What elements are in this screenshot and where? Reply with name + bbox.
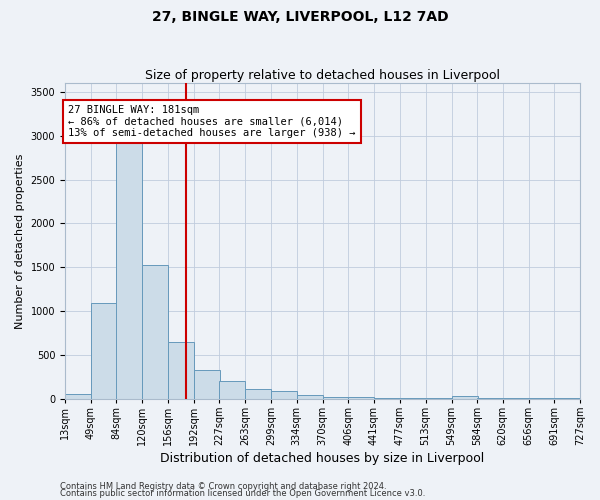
Bar <box>91 303 117 398</box>
Y-axis label: Number of detached properties: Number of detached properties <box>15 153 25 328</box>
Text: 27 BINGLE WAY: 181sqm
← 86% of detached houses are smaller (6,014)
13% of semi-d: 27 BINGLE WAY: 181sqm ← 86% of detached … <box>68 105 355 138</box>
Bar <box>323 397 349 398</box>
Bar <box>245 389 271 398</box>
Text: Contains public sector information licensed under the Open Government Licence v3: Contains public sector information licen… <box>60 490 425 498</box>
Bar <box>116 136 142 398</box>
Bar <box>194 370 220 398</box>
Bar <box>142 266 168 398</box>
Bar <box>452 396 478 398</box>
Text: 27, BINGLE WAY, LIVERPOOL, L12 7AD: 27, BINGLE WAY, LIVERPOOL, L12 7AD <box>152 10 448 24</box>
Text: Contains HM Land Registry data © Crown copyright and database right 2024.: Contains HM Land Registry data © Crown c… <box>60 482 386 491</box>
Bar <box>220 381 245 398</box>
X-axis label: Distribution of detached houses by size in Liverpool: Distribution of detached houses by size … <box>160 452 485 465</box>
Title: Size of property relative to detached houses in Liverpool: Size of property relative to detached ho… <box>145 69 500 82</box>
Bar <box>271 390 297 398</box>
Bar <box>296 394 323 398</box>
Bar <box>65 394 91 398</box>
Bar <box>168 342 194 398</box>
